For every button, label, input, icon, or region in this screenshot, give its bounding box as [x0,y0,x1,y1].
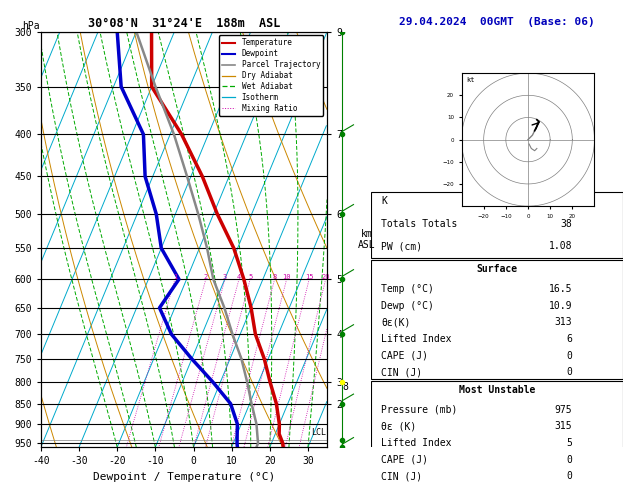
Text: 8: 8 [272,274,277,280]
Text: CIN (J): CIN (J) [381,471,422,481]
Text: θε (K): θε (K) [381,421,416,432]
Text: 10.9: 10.9 [549,301,572,311]
Text: 313: 313 [555,317,572,328]
Text: 5: 5 [248,274,252,280]
Legend: Temperature, Dewpoint, Parcel Trajectory, Dry Adiabat, Wet Adiabat, Isotherm, Mi: Temperature, Dewpoint, Parcel Trajectory… [219,35,323,116]
Text: 5: 5 [567,438,572,448]
X-axis label: Dewpoint / Temperature (°C): Dewpoint / Temperature (°C) [93,472,275,482]
Text: Dewp (°C): Dewp (°C) [381,301,434,311]
Text: Temp (°C): Temp (°C) [381,284,434,294]
Text: -6: -6 [560,196,572,206]
Bar [371,191,623,258]
Text: kt: kt [466,77,474,83]
Text: Pressure (mb): Pressure (mb) [381,405,457,415]
Text: Lifted Index: Lifted Index [381,334,452,344]
Text: CAPE (J): CAPE (J) [381,351,428,361]
Text: 8: 8 [343,382,348,392]
Text: Lifted Index: Lifted Index [381,438,452,448]
Text: 1: 1 [173,274,177,280]
Text: PW (cm): PW (cm) [381,242,422,251]
Text: 0: 0 [567,351,572,361]
Text: 975: 975 [555,405,572,415]
Text: 29.04.2024  00GMT  (Base: 06): 29.04.2024 00GMT (Base: 06) [399,17,595,27]
Text: CIN (J): CIN (J) [381,367,422,377]
Text: 15: 15 [305,274,313,280]
Text: LCL: LCL [311,428,326,437]
Text: 0: 0 [567,454,572,465]
Text: 4: 4 [237,274,241,280]
Text: 20: 20 [321,274,330,280]
Text: 0: 0 [567,367,572,377]
Text: K: K [381,196,387,206]
Text: 10: 10 [282,274,291,280]
Text: 16.5: 16.5 [549,284,572,294]
Text: 38: 38 [560,219,572,228]
Text: 2: 2 [204,274,208,280]
Bar [371,260,623,379]
Text: 315: 315 [555,421,572,432]
Title: 30°08'N  31°24'E  188m  ASL: 30°08'N 31°24'E 188m ASL [88,17,280,31]
Bar [371,381,623,485]
Text: 3: 3 [223,274,227,280]
Text: CAPE (J): CAPE (J) [381,454,428,465]
Text: Surface: Surface [476,264,518,274]
Text: 1.08: 1.08 [549,242,572,251]
Y-axis label: km
ASL: km ASL [358,228,376,250]
Text: hPa: hPa [22,21,40,31]
Text: Most Unstable: Most Unstable [459,385,535,395]
Text: 6: 6 [567,334,572,344]
Text: Totals Totals: Totals Totals [381,219,457,228]
Text: 0: 0 [567,471,572,481]
Text: θε(K): θε(K) [381,317,411,328]
